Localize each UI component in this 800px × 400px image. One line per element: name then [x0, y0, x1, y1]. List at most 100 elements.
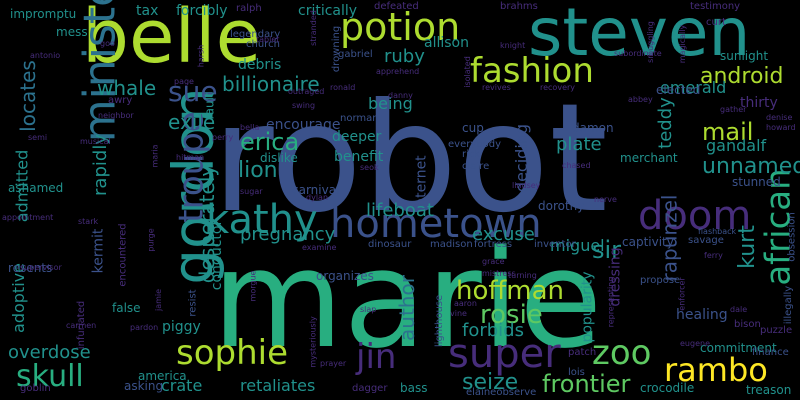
word-allison: allison	[424, 35, 469, 51]
word-locates: locates	[15, 60, 40, 132]
word-nerve: nerve	[594, 195, 617, 204]
word-miguel: miguel	[550, 236, 605, 255]
word-excuse: excuse	[472, 224, 535, 245]
word-howard: howard	[766, 123, 796, 132]
word-organizes: organizes	[316, 269, 374, 283]
word-resents: resents	[8, 261, 53, 275]
word-mysteriously: mysteriously	[308, 316, 318, 368]
word-gabriel: gabriel	[338, 49, 373, 60]
word-denise: denise	[766, 113, 793, 122]
word-prayer: prayer	[320, 359, 347, 368]
word-encourage: encourage	[266, 117, 341, 133]
word-page: page	[174, 77, 194, 86]
word-brahms: brahms	[500, 1, 538, 12]
word-supervisor: supervisor	[20, 263, 62, 272]
word-dorothy: dorothy	[538, 199, 585, 213]
word-puzzle: puzzle	[760, 325, 793, 336]
word-tablet: tablet	[256, 35, 280, 44]
word-retaliates: retaliates	[240, 376, 316, 395]
word-danny: danny	[388, 91, 413, 100]
word-grace: grace	[482, 257, 505, 266]
word-knight: knight	[500, 41, 526, 50]
word-abbey: abbey	[628, 95, 653, 104]
word-aaron: aaron	[454, 299, 477, 308]
word-tax: tax	[136, 3, 159, 19]
word-illegally: illegally	[783, 285, 795, 325]
word-examine: examine	[302, 243, 337, 252]
word-fashion: fashion	[470, 51, 594, 91]
word-asking: asking	[124, 379, 164, 393]
word-rambo: rambo	[664, 351, 768, 389]
word-unnamed: unnamed	[702, 154, 800, 179]
word-bass: bass	[400, 381, 428, 395]
word-popularity: popularity	[579, 271, 596, 343]
word-mail: mail	[702, 118, 754, 146]
word-forbids: forbids	[462, 320, 524, 341]
word-church: church	[246, 39, 280, 50]
word-cup: cup	[462, 121, 484, 135]
word-savage: savage	[688, 235, 724, 246]
word-inventor: inventor	[534, 239, 576, 250]
word-sophie: sophie	[176, 333, 289, 373]
word-thirty: thirty	[740, 95, 778, 111]
word-kermit: kermit	[90, 228, 107, 274]
word-elaineobserve: elaineobserve	[466, 387, 537, 398]
word-android: android	[700, 64, 784, 89]
word-sunlight: sunlight	[720, 49, 769, 63]
word-hitman: hitman	[176, 153, 205, 162]
word-robot: robot	[212, 72, 608, 246]
word-resist: resist	[187, 289, 199, 317]
word-antonio: antonio	[30, 51, 61, 60]
word-healing: healing	[676, 307, 728, 323]
word-lifeboat: lifeboat	[366, 200, 434, 221]
word-super: super	[448, 331, 561, 377]
word-author: author	[394, 275, 419, 341]
word-potion: potion	[340, 5, 461, 49]
word-claire: claire	[462, 161, 490, 172]
word-smuggling: smuggling	[645, 21, 655, 63]
word-critically: critically	[298, 3, 358, 19]
word-everybody: everybody	[448, 139, 501, 150]
word-being: being	[368, 94, 413, 113]
word-ferry: ferry	[704, 251, 723, 260]
word-finance: finance	[752, 347, 789, 358]
word-fortress: fortress	[474, 239, 513, 250]
word-outraged: outraged	[288, 87, 325, 96]
word-forcibly: forcibly	[176, 3, 228, 19]
word-elected: elected	[656, 83, 701, 97]
word-internet: internet	[413, 155, 430, 211]
word-flashback: flashback	[698, 227, 737, 236]
word-stark: stark	[78, 217, 99, 226]
word-morgue: morgue	[248, 270, 258, 302]
word-goblin: goblin	[20, 383, 51, 394]
word-dislike: dislike	[260, 151, 298, 165]
word-seize: seize	[462, 370, 519, 395]
word-magically: magically	[678, 24, 688, 64]
word-piggy: piggy	[162, 319, 201, 335]
word-enforcer: enforcer	[677, 277, 687, 311]
word-teddy: teddy	[654, 97, 676, 149]
word-ralph: ralph	[236, 3, 262, 14]
word-musical: musical	[80, 137, 111, 146]
word-marie: marie	[212, 221, 603, 378]
word-swing: swing	[292, 101, 316, 110]
word-defeated: defeated	[374, 1, 419, 12]
word-subordinate: subordinate	[614, 49, 662, 58]
word-steven: steven	[528, 0, 751, 71]
word-propose: propose	[640, 275, 681, 286]
word-crocodile: crocodile	[640, 381, 695, 395]
word-testimony: testimony	[690, 1, 741, 12]
word-norman: norman	[340, 113, 379, 124]
word-hoffman: hoffman	[456, 276, 565, 306]
word-perry: perry	[212, 133, 234, 142]
word-recovery: recovery	[540, 83, 576, 92]
word-stunned: stunned	[732, 175, 781, 189]
word-chased: chased	[562, 161, 591, 170]
word-bella: bella	[240, 123, 260, 132]
word-gather: gather	[720, 105, 747, 114]
word-dale: dale	[730, 305, 748, 314]
word-exile: exile	[168, 110, 216, 134]
word-goo: goo	[100, 39, 115, 48]
word-commitment: commitment	[700, 341, 777, 355]
word-false: false	[112, 301, 141, 315]
